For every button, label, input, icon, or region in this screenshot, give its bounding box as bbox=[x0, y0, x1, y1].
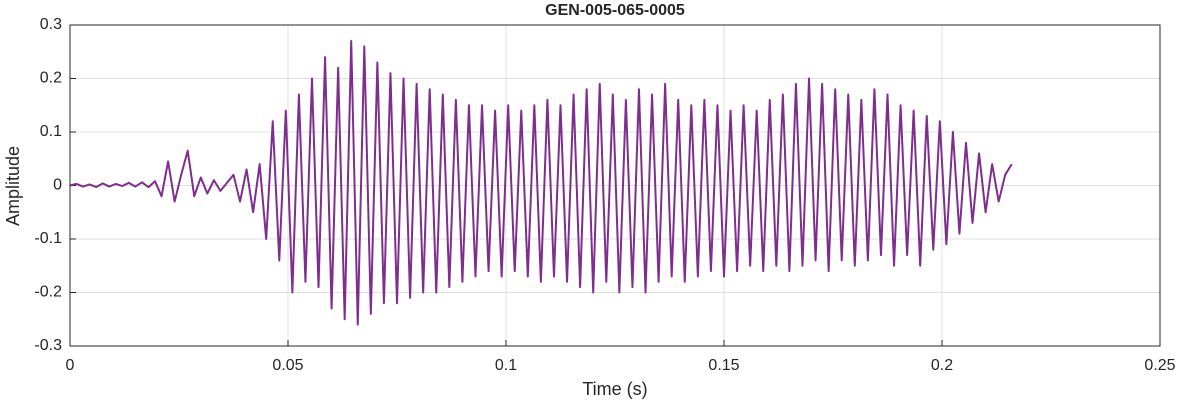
x-axis-label: Time (s) bbox=[582, 379, 647, 399]
y-tick-label: 0.3 bbox=[40, 16, 62, 33]
y-tick-label: -0.3 bbox=[34, 337, 62, 354]
y-tick-label: -0.2 bbox=[34, 284, 62, 301]
x-tick-label: 0.15 bbox=[708, 357, 739, 374]
x-tick-label: 0.2 bbox=[931, 357, 953, 374]
axes-box bbox=[69, 24, 1161, 347]
x-tick-label: 0.25 bbox=[1144, 357, 1175, 374]
y-tick-label: 0.2 bbox=[40, 70, 62, 87]
chart-title: GEN-005-065-0005 bbox=[545, 2, 685, 19]
x-tick-label: 0 bbox=[66, 357, 75, 374]
y-tick-label: 0.1 bbox=[40, 123, 62, 140]
y-tick-label: -0.1 bbox=[34, 230, 62, 247]
waveform-line bbox=[69, 40, 1013, 326]
x-tick-label: 0.05 bbox=[272, 357, 303, 374]
y-axis-label: Amplitude bbox=[3, 146, 23, 226]
x-tick-label: 0.1 bbox=[495, 357, 517, 374]
y-tick-label: 0 bbox=[53, 177, 62, 194]
